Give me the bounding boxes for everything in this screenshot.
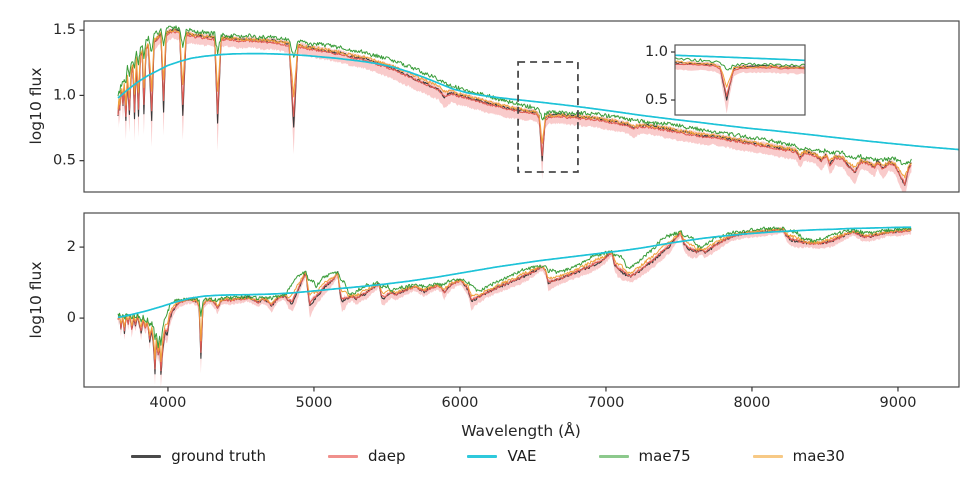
x-tick-label: 4000 [149, 395, 186, 411]
x-tick-label: 6000 [442, 395, 479, 411]
inset-panel: 0.5 1.0 [645, 44, 806, 116]
legend-item-daep: daep [328, 447, 405, 465]
legend-item-ground-truth: ground truth [131, 447, 266, 465]
y-tick-label: 0 [67, 310, 76, 326]
legend-label: VAE [507, 447, 537, 465]
legend-line-swatch [328, 454, 359, 458]
panel-border [83, 212, 960, 388]
legend-label: mae30 [792, 447, 845, 465]
x-axis-label: Wavelength (Å) [461, 422, 581, 440]
legend-item-mae30: mae30 [752, 447, 845, 465]
y-tick-label: 1.0 [53, 87, 76, 103]
legend-item-mae75: mae75 [598, 447, 691, 465]
y-axis-label-top: log10 flux [27, 67, 45, 145]
daep-uncertainty-band [675, 60, 805, 114]
series-mae75-line [117, 25, 912, 166]
bottom-panel: 0 2 4000 5000 6000 7000 8000 9000 [67, 212, 960, 411]
y-tick-label: 2 [67, 239, 76, 255]
series-vae-line [675, 54, 805, 62]
series-mae75-line [117, 226, 912, 349]
y-axis-label-bottom: log10 flux [27, 261, 45, 339]
y-tick-label: 1.5 [53, 22, 76, 38]
legend-line-swatch [752, 454, 783, 458]
inset-border [674, 44, 806, 116]
legend-item-vae: VAE [467, 447, 537, 465]
series-mae30-line [117, 227, 912, 363]
legend-label: mae75 [638, 447, 691, 465]
series-vae-line [117, 52, 959, 151]
legend-line-swatch [131, 454, 162, 458]
series-vae-line [117, 226, 912, 319]
inset-y-tick-label: 1.0 [645, 44, 668, 60]
x-tick-label: 7000 [588, 395, 625, 411]
x-tick-label: 8000 [734, 395, 771, 411]
daep-uncertainty-band [118, 226, 912, 387]
zoom-region-box [517, 61, 579, 173]
panel-border [83, 20, 960, 193]
series-daep-line [117, 30, 912, 186]
x-tick-label: 5000 [296, 395, 333, 411]
legend-label: daep [368, 447, 406, 465]
legend: ground truth daep VAE mae75 mae30 [0, 447, 976, 465]
top-panel: 0.5 1.0 1.5 0.5 1.0 [53, 20, 960, 193]
legend-line-swatch [467, 454, 498, 458]
series-mae30-line [117, 29, 912, 179]
x-tick-label: 9000 [880, 395, 917, 411]
legend-label: ground truth [171, 447, 267, 465]
y-tick-label: 0.5 [53, 153, 76, 169]
inset-y-tick-label: 0.5 [645, 92, 668, 108]
legend-line-swatch [598, 454, 629, 458]
